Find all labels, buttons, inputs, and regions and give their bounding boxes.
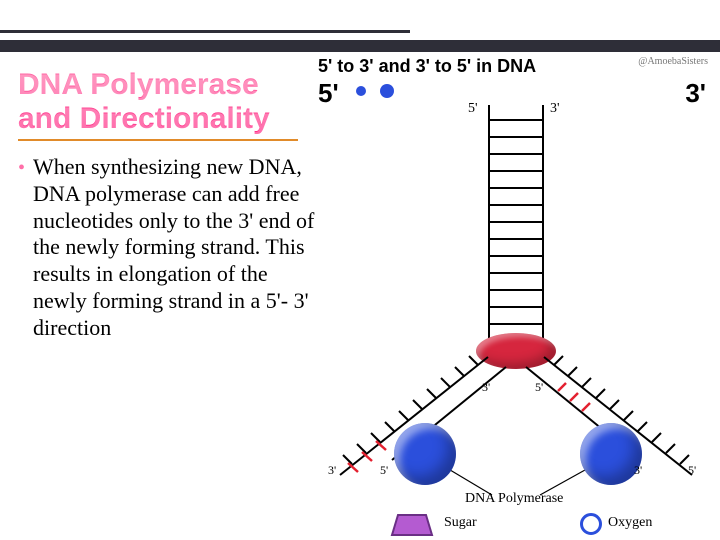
legend: Sugar Oxygen [390,513,700,539]
dna-diagram: 5' 3' [330,105,710,535]
sugar-icon [390,513,434,537]
legend-sugar-label: Sugar [444,515,477,531]
slide-header-bars [0,30,720,54]
body-text-block: • When synthesizing new DNA, DNA polymer… [18,154,318,342]
label-5prime-outer-left2: 5' [380,463,388,478]
header-thin-line [0,30,410,33]
polymerase-label: DNA Polymerase [465,491,563,507]
polymerase-left [394,423,456,485]
lollipop-icon [356,86,366,96]
title-line2: and Directionality [18,102,298,136]
label-5prime-outer-right: 5' [688,463,696,478]
person-icon [380,84,394,98]
oxygen-icon [580,513,602,535]
video-heading: 5' to 3' and 3' to 5' in DNA @AmoebaSist… [318,56,708,106]
video-heading-text: 5' to 3' and 3' to 5' in DNA [318,56,536,77]
label-5prime-inner-right: 5' [535,380,543,395]
label-3prime-inner-left: 3' [482,380,490,395]
label-3prime-outer-left: 3' [328,463,336,478]
bullet-text: When synthesizing new DNA, DNA polymeras… [33,154,318,342]
bullet-item: • When synthesizing new DNA, DNA polymer… [18,154,318,342]
slide-title: DNA Polymerase and Directionality [18,68,298,141]
label-3prime-outer-right2: 3' [634,463,642,478]
polymerase-right [580,423,642,485]
credit-text: @AmoebaSisters [638,56,708,67]
bullet-icon: • [18,158,25,178]
header-thick-line [0,40,720,52]
legend-oxygen-label: Oxygen [608,515,652,531]
title-line1: DNA Polymerase [18,68,298,102]
